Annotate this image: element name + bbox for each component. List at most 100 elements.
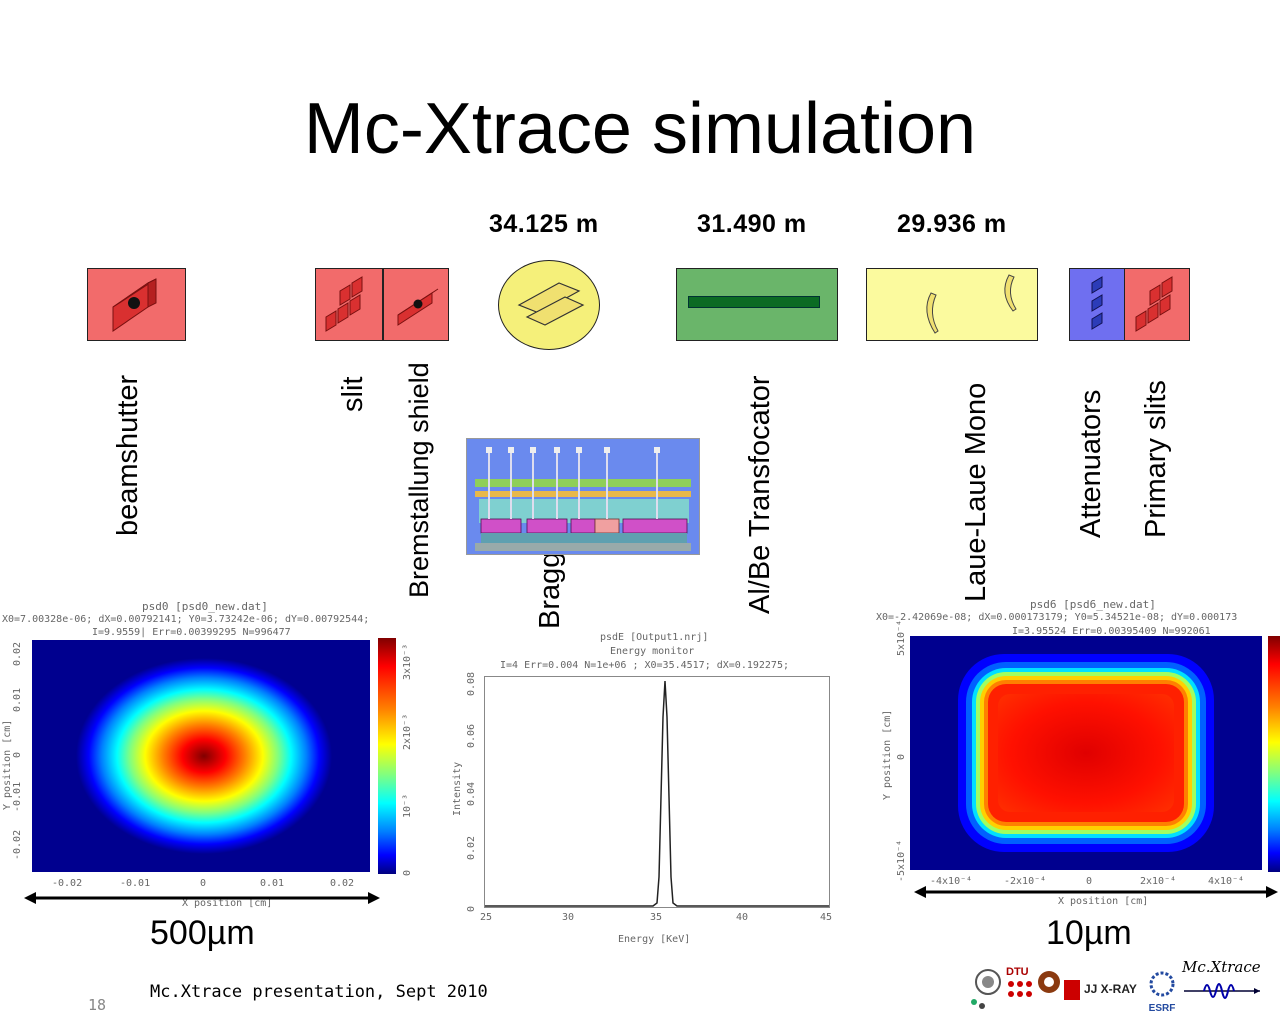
middle-ytick-2: 0.04: [466, 781, 477, 806]
mcxtrace-logo: Mc.Xtrace: [1182, 958, 1268, 1010]
right-scale-label: 10µm: [1046, 914, 1132, 952]
esrf-logo-text: ESRF: [1148, 1003, 1176, 1014]
left-ytick-3: -0.01: [12, 781, 23, 812]
right-ylabel: Y position [cm]: [882, 709, 893, 800]
right-xtick-3: 2x10⁻⁴: [1140, 876, 1177, 887]
middle-ytick-3: 0.02: [466, 835, 477, 860]
right-ytick-0: 5x10⁻⁴: [896, 619, 907, 656]
middle-xtick-3: 40: [736, 912, 749, 923]
middle-plot-frame: [484, 676, 830, 908]
left-plot-info1: X0=7.00328e-06; dX=0.00792141; Y0=3.7324…: [2, 614, 370, 625]
label-laue-mono: Laue-Laue Mono: [960, 382, 992, 602]
attenuators-slits-box: [1069, 268, 1190, 341]
right-ytick-1: 0: [896, 753, 907, 760]
middle-ytick-0: 0.08: [466, 671, 477, 696]
left-xtick-2: 0: [200, 878, 207, 889]
middle-xlabel: Energy [KeV]: [618, 934, 691, 945]
left-ytick-1: 0.01: [12, 687, 23, 712]
left-ytick-4: -0.02: [12, 829, 23, 860]
footer-text: Mc.Xtrace presentation, Sept 2010: [150, 982, 488, 1002]
jjxray-logo-mark: [1064, 980, 1080, 1000]
slit-icon: [325, 276, 363, 332]
beamshutter-icon: [112, 278, 157, 332]
middle-plot-subtitle: Energy monitor: [610, 646, 695, 657]
bremstallung-icon: [397, 288, 439, 326]
slide-title: Mc-Xtrace simulation: [303, 89, 977, 169]
logo-strip: DTU JJ X-RAY ESRF Mc.Xtrace: [968, 958, 1268, 1016]
left-cbar-tick-2: 10⁻³: [402, 793, 413, 818]
middle-ytick-4: 0: [466, 905, 477, 912]
right-colorbar: [1268, 636, 1280, 872]
label-primary-slits: Primary slits: [1140, 380, 1172, 538]
university-logo-icon: [971, 969, 1001, 1009]
right-heatmap: [910, 636, 1262, 870]
left-heatmap: [32, 640, 370, 872]
right-xtick-2: 0: [1086, 876, 1093, 887]
left-xtick-0: -0.02: [52, 878, 83, 889]
left-xtick-4: 0.02: [330, 878, 355, 889]
laue-crystals-icon: [926, 274, 1017, 334]
left-plot-info2: I=9.9559| Err=0.00399295 N=996477: [92, 627, 291, 638]
label-attenuators: Attenuators: [1075, 389, 1107, 538]
middle-xtick-2: 35: [650, 912, 663, 923]
mcxtrace-logo-text: Mc.Xtrace: [1182, 958, 1261, 976]
right-xtick-0: -4x10⁻⁴: [930, 876, 973, 887]
attenuators-icon: [1091, 276, 1103, 330]
dtu-logo-text: DTU: [1006, 966, 1029, 978]
right-xtick-4: 4x10⁻⁴: [1208, 876, 1245, 887]
distance-transfocator: 31.490 m: [697, 210, 807, 238]
primary-slits-icon: [1135, 276, 1173, 332]
middle-xtick-4: 45: [820, 912, 833, 923]
transfocator-lens-bar: [688, 296, 820, 308]
right-xlabel: X position [cm]: [1058, 896, 1149, 907]
right-ytick-2: -5x10⁻⁴: [896, 839, 907, 882]
left-cbar-tick-0: 3x10⁻³: [402, 643, 413, 680]
middle-xtick-1: 30: [562, 912, 575, 923]
right-plot-info1: X0=-2.42069e-08; dX=0.000173179; Y0=5.34…: [876, 612, 1238, 623]
left-scale-arrow: [24, 892, 380, 904]
left-xlabel: X position [cm]: [182, 898, 273, 909]
jjxray-logo-text: JJ X-RAY: [1084, 982, 1137, 996]
middle-xtick-0: 25: [480, 912, 493, 923]
mcxtrace-wave-icon: [1184, 983, 1260, 999]
dtu-logo-icon: [1008, 981, 1032, 997]
middle-ytick-1: 0.06: [466, 723, 477, 748]
bragg-crystals-icon: [517, 282, 585, 326]
crest-logo-icon: [1038, 971, 1060, 993]
left-xtick-3: 0.01: [260, 878, 285, 889]
esrf-logo: ESRF: [1144, 970, 1180, 1014]
laue-mono-box: [866, 268, 1038, 341]
transfocator-box: [676, 268, 838, 341]
beamshutter-box: [87, 268, 186, 341]
right-plot-title: psd6 [psd6_new.dat]: [1030, 598, 1156, 611]
esrf-logo-icon: [1149, 971, 1175, 997]
middle-ylabel: Intensity: [452, 761, 463, 816]
middle-plot-info: I=4 Err=0.004 N=1e+06 ; X0=35.4517; dX=0…: [500, 660, 789, 671]
left-ytick-2: 0: [12, 751, 23, 758]
label-bremstallung: Bremstallung shield: [404, 362, 434, 598]
middle-plot-title: psdE [Output1.nrj]: [600, 632, 709, 643]
energy-peak-line: [485, 680, 829, 907]
left-xtick-1: -0.01: [120, 878, 151, 889]
left-colorbar: [378, 638, 396, 874]
left-cbar-tick-3: 0: [402, 869, 413, 876]
distance-bragg: 34.125 m: [489, 210, 599, 238]
label-slit: slit: [337, 376, 369, 412]
left-ylabel: Y position [cm]: [2, 719, 13, 810]
right-plot-info2: I=3.95524 Err=0.00395409 N=992061: [1012, 626, 1211, 637]
jjxray-logo: JJ X-RAY: [1064, 978, 1138, 1002]
right-scale-arrow: [914, 886, 1278, 898]
left-cbar-tick-1: 2x10⁻³: [402, 713, 413, 750]
dtu-logo: DTU: [1006, 966, 1034, 1014]
label-beamshutter: beamshutter: [112, 374, 144, 536]
bragg-mono-circle: [498, 260, 600, 350]
mono-engineering-drawing: [466, 438, 700, 555]
label-transfocator: Al/Be Transfocator: [744, 375, 776, 614]
left-scale-label: 500µm: [150, 914, 255, 952]
mono-drawing-image: [475, 447, 691, 551]
slide-number: 18: [88, 996, 107, 1014]
left-ytick-0: 0.02: [12, 641, 23, 666]
distance-laue: 29.936 m: [897, 210, 1007, 238]
attenuators-cell: [1070, 269, 1125, 340]
right-xtick-1: -2x10⁻⁴: [1004, 876, 1047, 887]
